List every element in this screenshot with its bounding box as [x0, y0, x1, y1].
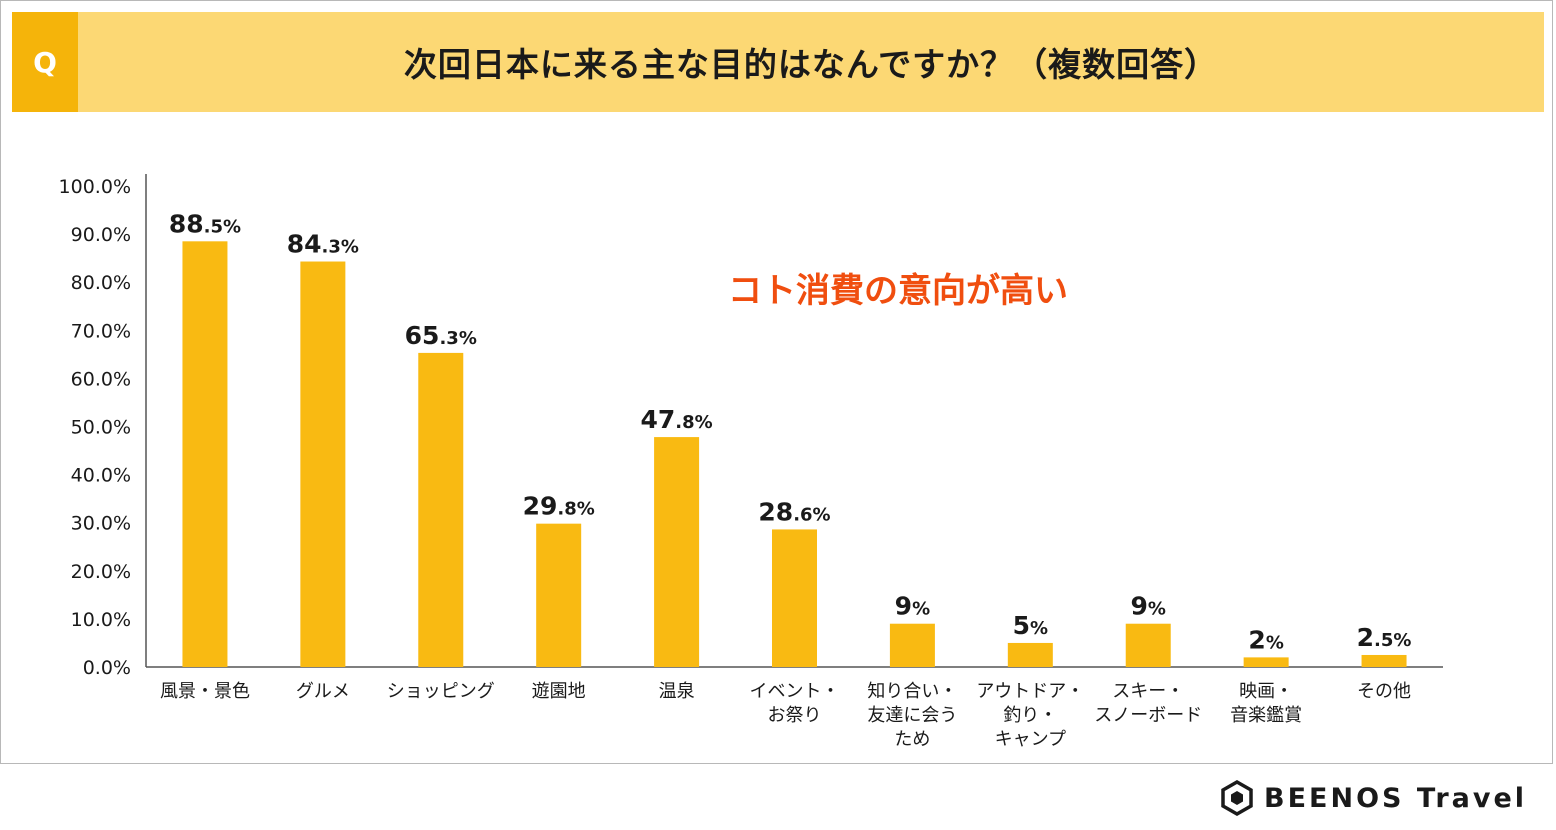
x-category-label: 温泉 [659, 681, 695, 702]
x-category-label: イベント・お祭り [750, 681, 840, 726]
x-category-label: 映画・音楽鑑賞 [1230, 681, 1302, 726]
bar [654, 437, 700, 667]
page-title: 次回日本に来る主な目的はなんですか？（複数回答） [403, 45, 1219, 84]
bar-value-label: 84.3% [287, 230, 359, 259]
bar [889, 623, 935, 667]
bar [1243, 657, 1289, 667]
q-label: Q [33, 45, 57, 79]
bar [1125, 623, 1171, 667]
bar [772, 529, 817, 667]
x-category-label: 遊園地 [532, 681, 586, 702]
bar-chart: 0.0% 10.0% 20.0% 30.0% 40.0% 50.0% 60.0% 70.0% 8… [59, 174, 1443, 750]
bar-value-label: 47.8% [640, 405, 712, 434]
bar [1007, 642, 1053, 667]
brand-name: BEENOS Travel [1264, 782, 1528, 814]
x-category-label: グルメ [296, 681, 350, 702]
bar-value-label: 88.5% [169, 209, 241, 238]
y-tick-label: 20.0% [71, 561, 131, 583]
y-tick-label: 50.0% [71, 417, 131, 439]
y-tick-label: 80.0% [71, 272, 131, 294]
bar-value-label: 2.5% [1357, 623, 1412, 652]
x-category-label: アウトドア・釣り・キャンプ [976, 681, 1084, 750]
bar [536, 523, 582, 667]
y-tick-label: 10.0% [71, 609, 131, 631]
y-tick-label: 30.0% [71, 513, 131, 535]
y-tick-label: 70.0% [71, 320, 131, 342]
bar [182, 241, 228, 667]
callout-annotation: コト消費の意向が高い [728, 271, 1068, 311]
bar-value-label: 9% [895, 592, 930, 621]
bar-value-label: 5% [1013, 611, 1048, 640]
brand-logo: BEENOS Travel [1220, 778, 1527, 818]
question-header: Q 次回日本に来る主な目的はなんですか？（複数回答） [12, 12, 1544, 112]
y-tick-label: 40.0% [71, 465, 131, 487]
bar-value-label: 65.3% [405, 321, 477, 350]
bar [1361, 654, 1407, 667]
bar-value-label: 2% [1248, 625, 1283, 654]
x-category-label: スキー・スノーボード [1094, 681, 1202, 726]
x-category-label: 風景・景色 [160, 681, 250, 702]
bar [300, 261, 346, 667]
y-tick-label: 90.0% [71, 224, 131, 246]
x-category-label: その他 [1357, 681, 1411, 702]
x-category-label: 知り合い・友達に会うため [867, 681, 957, 750]
y-tick-label: 60.0% [71, 368, 131, 390]
bar-value-label: 9% [1131, 592, 1166, 621]
hexagon-logo-icon [1221, 780, 1253, 816]
y-tick-label: 100.0% [59, 176, 131, 198]
bar-value-label: 29.8% [523, 492, 595, 521]
y-tick-label: 0.0% [83, 657, 131, 679]
q-badge: Q [12, 12, 78, 112]
bar [418, 352, 464, 667]
bar-value-label: 28.6% [758, 497, 830, 526]
x-category-label: ショッピング [387, 681, 495, 702]
